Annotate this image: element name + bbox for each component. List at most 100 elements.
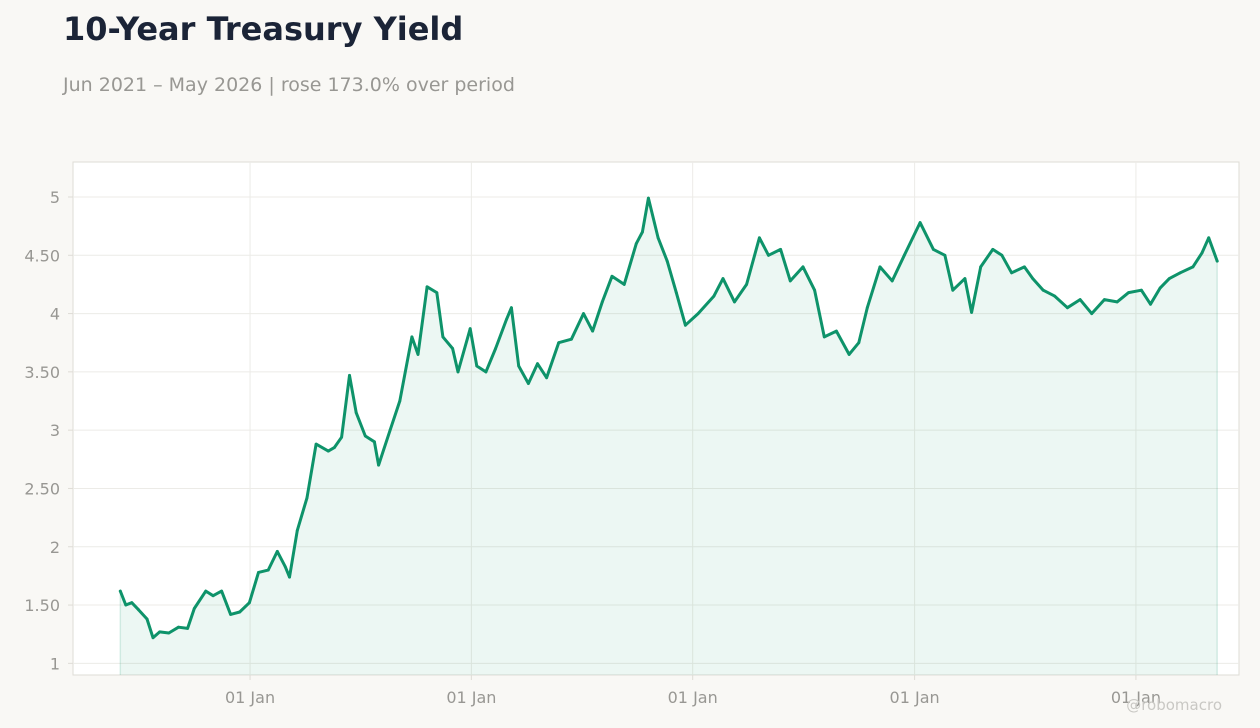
- series-point: [288, 575, 291, 579]
- series-point: [932, 248, 935, 251]
- y-tick-label: 1: [50, 654, 60, 673]
- x-tick-label: 01 Jan: [890, 688, 940, 707]
- series-point: [970, 311, 973, 314]
- series-point: [536, 362, 539, 366]
- series-point: [1066, 306, 1069, 310]
- series-point: [505, 318, 508, 321]
- series-point: [665, 259, 669, 263]
- series-point: [137, 608, 140, 612]
- series-point: [1115, 300, 1119, 304]
- series-point: [570, 337, 573, 341]
- y-tick-label: 2: [50, 538, 60, 557]
- series-point: [388, 428, 392, 432]
- series-point: [641, 230, 644, 234]
- x-tick-label: 01 Jan: [225, 688, 275, 707]
- series-point: [835, 329, 838, 333]
- series-point: [801, 265, 805, 269]
- series-point: [788, 279, 792, 283]
- series-point: [354, 411, 358, 415]
- series-point: [758, 236, 761, 240]
- series-point: [890, 279, 894, 283]
- series-point: [204, 589, 208, 593]
- series-point: [622, 283, 626, 286]
- series-point: [582, 312, 585, 315]
- series-point: [1010, 271, 1013, 275]
- series-point: [902, 253, 906, 257]
- series-point: [348, 374, 351, 377]
- series-point: [229, 613, 233, 616]
- series-point: [266, 568, 270, 572]
- y-tick-label: 1.50: [24, 596, 60, 615]
- x-axis-ticks: 01 Jan 01 Jan 01 Jan 01 Jan 01 Jan: [225, 675, 1161, 707]
- y-tick-label: 3: [50, 421, 60, 440]
- series-point: [696, 312, 700, 315]
- series-point: [557, 341, 561, 345]
- series-point: [1158, 286, 1162, 290]
- series-point: [591, 329, 594, 333]
- y-tick-label: 3.50: [24, 363, 60, 382]
- series-point: [865, 306, 869, 310]
- series-point: [712, 294, 716, 298]
- series-point: [634, 242, 638, 246]
- series-point: [951, 288, 955, 292]
- series-point: [1200, 251, 1204, 255]
- y-tick-label: 2.50: [24, 479, 60, 498]
- series-point: [441, 335, 445, 339]
- series-point: [211, 594, 215, 598]
- series-point: [167, 631, 171, 635]
- series-area-fill: [120, 198, 1218, 675]
- series-point: [1215, 259, 1219, 263]
- series-points: [118, 196, 1219, 640]
- series-point: [1127, 291, 1130, 294]
- series-point: [1090, 312, 1094, 315]
- series-point: [373, 440, 376, 444]
- series-point: [943, 253, 947, 257]
- series-point: [248, 601, 251, 605]
- series-point: [1103, 298, 1106, 301]
- series-point: [918, 221, 922, 225]
- series-point: [1191, 265, 1195, 269]
- chart-subtitle: Jun 2021 – May 2026 | rose 173.0% over p…: [63, 74, 515, 96]
- x-tick-label: 01 Jan: [1111, 688, 1161, 707]
- series-point: [822, 335, 826, 339]
- series-point: [186, 627, 190, 630]
- chart-title: 10-Year Treasury Yield: [63, 10, 464, 48]
- y-axis-ticks: 1 1.50 2 2.50 3 3.50 4 4.50 5: [24, 188, 73, 673]
- series-point: [468, 327, 472, 331]
- series-point: [377, 463, 380, 467]
- series-point: [484, 370, 488, 374]
- series-point: [545, 376, 548, 380]
- series-point: [767, 253, 770, 257]
- series-point: [517, 364, 521, 368]
- series-point: [257, 571, 260, 574]
- series-point: [305, 496, 309, 500]
- series-point: [340, 435, 343, 439]
- series-point: [1041, 288, 1045, 292]
- series-point: [674, 291, 678, 294]
- series-point: [878, 265, 882, 269]
- series-point: [238, 610, 242, 614]
- series-point: [145, 617, 149, 621]
- series-point: [398, 399, 402, 403]
- series-point: [124, 603, 128, 607]
- series-point: [151, 636, 155, 640]
- series-point: [192, 607, 196, 610]
- x-tick-label: 01 Jan: [668, 688, 718, 707]
- series-point: [416, 353, 420, 356]
- series-point: [647, 196, 650, 200]
- series-point: [295, 529, 299, 532]
- series-point: [991, 248, 995, 251]
- series-point: [600, 300, 604, 304]
- series-line: [118, 196, 1219, 640]
- series-point: [456, 370, 460, 374]
- series-point: [684, 323, 687, 327]
- series-point: [1031, 277, 1035, 280]
- series-point: [857, 341, 861, 345]
- series-point: [1023, 265, 1026, 269]
- series-point: [326, 449, 330, 453]
- series-point: [425, 285, 429, 289]
- series-point: [527, 382, 530, 385]
- series-point: [275, 550, 279, 553]
- series-point: [1053, 294, 1057, 298]
